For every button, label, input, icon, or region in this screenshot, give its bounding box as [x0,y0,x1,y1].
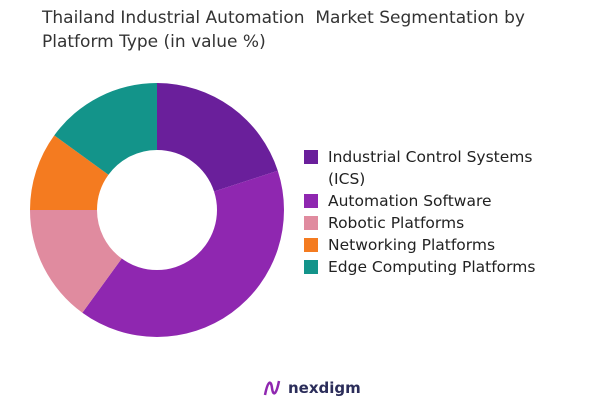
slice [30,135,109,210]
legend-item: Robotic Platforms [304,212,574,234]
logo: nexdigm [262,378,361,398]
legend-swatch [304,260,318,274]
legend-item: Edge Computing Platforms [304,256,574,278]
slice [30,210,122,313]
legend-swatch [304,238,318,252]
legend-label: Networking Platforms [328,236,496,254]
legend-label: Automation Software [328,192,492,210]
legend-label: Edge Computing Platforms [328,258,536,276]
slice [54,83,158,175]
legend-swatch [304,216,318,230]
slice [82,170,285,337]
legend-swatch [304,150,318,164]
legend-item: Networking Platforms [304,234,574,256]
legend-item: Industrial Control Systems (ICS) [304,146,574,190]
logo-text: nexdigm [288,379,361,397]
chart [30,83,285,337]
legend-label: Industrial Control Systems (ICS) [328,148,533,188]
legend-swatch [304,194,318,208]
legend: Industrial Control Systems (ICS) Automati… [304,146,574,278]
logo-icon [263,380,281,396]
legend-label: Robotic Platforms [328,214,465,232]
chart-title: Thailand Industrial Automation Market Se… [42,8,531,52]
legend-item: Automation Software [304,190,574,212]
slice [157,83,278,192]
